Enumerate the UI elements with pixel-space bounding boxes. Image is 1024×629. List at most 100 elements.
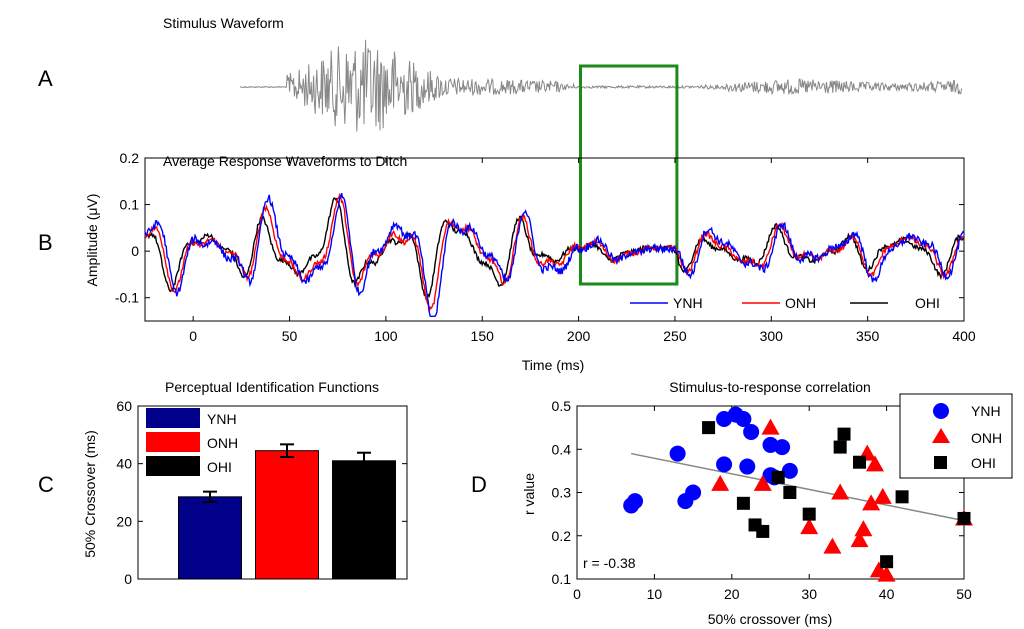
point-ohi — [833, 440, 847, 454]
panel-d-annotation: r = -0.38 — [583, 555, 636, 571]
point-onh — [753, 474, 772, 491]
legend-label-ohi: OHI — [207, 459, 232, 475]
ditch-highlight-box — [579, 64, 679, 286]
panel-d-points — [623, 406, 973, 582]
panel-d: Stimulus-to-response correlation 50% cro… — [521, 379, 1013, 627]
panel-b-title: Average Response Waveforms to Ditch — [163, 153, 407, 169]
panel-b-xtick-label: 300 — [760, 328, 784, 344]
panel-b-xtick-label: 100 — [374, 328, 398, 344]
panel-d-legend: YNH ONH OHI — [899, 393, 1013, 479]
panel-d-xlabel: 50% crossover (ms) — [708, 611, 832, 627]
panel-label-a: A — [38, 66, 53, 91]
point-onh — [877, 565, 896, 582]
panel-c: Perceptual Identification Functions 50% … — [82, 379, 408, 587]
panel-b-xtick-label: 250 — [663, 328, 687, 344]
panel-label-b: B — [38, 230, 53, 255]
panel-b-xlabel: Time (ms) — [522, 357, 584, 373]
panel-d-ylabel: r value — [521, 473, 537, 515]
point-ohi — [880, 555, 894, 569]
panel-c-ticks: 0 20 40 60 — [116, 398, 407, 587]
panel-c-title: Perceptual Identification Functions — [165, 379, 379, 395]
panel-d-xtick-label: 30 — [801, 586, 817, 602]
point-ohi — [957, 511, 971, 525]
panel-b: 0 50 100 150 200 250 300 350 400 -0.1 0 0.1 0.2 Aver… — [84, 150, 976, 373]
panel-b-xtick-label: 350 — [856, 328, 880, 344]
panel-b-ytick-label: 0.1 — [120, 197, 140, 213]
panel-b-xtick-label: 0 — [189, 328, 197, 344]
point-onh — [831, 483, 850, 500]
point-ohi — [756, 524, 770, 538]
point-ynh — [669, 445, 686, 462]
panel-label-d: D — [471, 472, 487, 497]
trend-line — [631, 452, 965, 522]
point-onh — [865, 455, 884, 472]
legend-label-onh: ONH — [207, 435, 238, 451]
point-ynh — [743, 423, 760, 440]
point-ynh — [716, 456, 733, 473]
panel-d-title: Stimulus-to-response correlation — [669, 379, 871, 395]
panel-b-ytick-label: 0 — [131, 243, 139, 259]
panel-b-ytick-label: -0.1 — [115, 290, 139, 306]
legend-swatch-ohi — [146, 456, 200, 476]
panel-c-bars — [178, 443, 396, 580]
legend-label-ohi: OHI — [915, 295, 940, 311]
panel-d-xtick-label: 20 — [724, 586, 740, 602]
legend-swatch-ynh — [146, 408, 200, 428]
panel-d-legend-box — [899, 393, 1013, 479]
panel-c-ylabel: 50% Crossover (ms) — [82, 430, 98, 558]
panel-d-xtick-label: 50 — [956, 586, 972, 602]
panel-c-ytick-label: 0 — [124, 571, 132, 587]
point-onh — [873, 487, 892, 504]
panel-a: Stimulus Waveform — [163, 15, 963, 286]
point-ohi — [895, 490, 909, 504]
point-ohi — [783, 486, 797, 499]
point-ohi — [802, 507, 816, 521]
panel-b-xtick-label: 400 — [952, 328, 976, 344]
point-onh — [761, 418, 780, 435]
legend-swatch-onh — [146, 432, 200, 452]
point-onh — [711, 474, 730, 491]
panel-d-xtick-label: 40 — [879, 586, 895, 602]
panel-d-xtick-label: 0 — [573, 586, 581, 602]
legend-label-ohi: OHI — [971, 455, 996, 471]
bar-ohi — [332, 460, 396, 580]
point-ohi — [702, 421, 716, 435]
panel-d-ytick-label: 0.1 — [552, 571, 572, 587]
point-ohi — [837, 427, 851, 441]
point-ohi — [736, 496, 750, 510]
panel-c-legend: YNH ONH OHI — [146, 408, 238, 476]
bar-ynh — [178, 496, 242, 580]
panel-b-xtick-label: 50 — [282, 328, 298, 344]
legend-label-onh: ONH — [971, 430, 1002, 446]
panel-a-title: Stimulus Waveform — [163, 15, 284, 31]
legend-label-ynh: YNH — [207, 411, 237, 427]
panel-b-ticks: 0 50 100 150 200 250 300 350 400 -0.1 0 0.1 0.2 — [115, 150, 976, 344]
panel-d-ytick-label: 0.3 — [552, 485, 572, 501]
panel-d-ticks: 0 10 20 30 40 50 0.1 0.2 0.3 0.4 0.5 — [552, 398, 972, 602]
panel-b-ytick-label: 0.2 — [120, 150, 140, 166]
stimulus-waveform — [239, 39, 963, 132]
legend-label-ynh: YNH — [673, 295, 703, 311]
legend-label-ynh: YNH — [971, 403, 1001, 419]
point-ohi — [771, 470, 785, 484]
panel-b-ylabel: Amplitude (μV) — [84, 194, 100, 287]
point-onh — [850, 531, 869, 548]
legend-label-onh: ONH — [785, 295, 816, 311]
panel-b-legend: YNH ONH OHI — [630, 295, 940, 311]
point-onh — [800, 518, 819, 535]
panel-d-xtick-label: 10 — [647, 586, 663, 602]
panel-d-ytick-label: 0.4 — [552, 441, 572, 457]
panel-c-ytick-label: 20 — [116, 513, 132, 529]
panel-c-ytick-label: 40 — [116, 456, 132, 472]
legend-marker-ynh — [933, 403, 949, 419]
panel-b-xtick-label: 150 — [471, 328, 495, 344]
legend-marker-ohi — [934, 456, 947, 469]
point-ohi — [853, 455, 867, 469]
point-ynh — [685, 484, 702, 501]
series-ynh-waveform — [144, 193, 965, 317]
point-ynh — [774, 439, 791, 456]
bar-onh — [255, 450, 319, 580]
panel-c-ytick-label: 60 — [116, 398, 132, 414]
point-ynh — [735, 410, 752, 427]
